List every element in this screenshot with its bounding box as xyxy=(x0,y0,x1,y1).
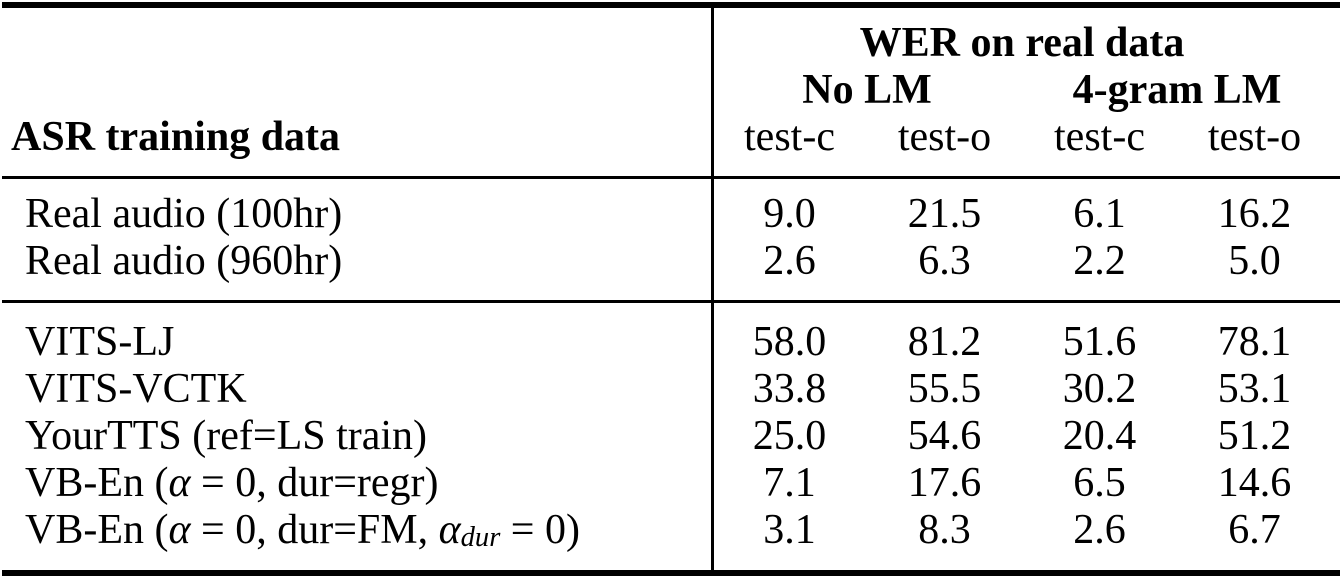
row-label-text: = 0, dur=FM, xyxy=(190,507,439,553)
alpha-symbol: α xyxy=(438,507,461,553)
lm-group-row: No LM 4-gram LM xyxy=(0,67,1342,114)
wer-value: 78.1 xyxy=(1217,319,1292,365)
table-row: VITS-VCTK 33.8 55.5 30.2 53.1 xyxy=(0,366,1342,413)
row-label: Real audio (100hr) xyxy=(0,191,712,238)
row-label-text: Real audio (960hr) xyxy=(25,238,343,284)
bottom-rule xyxy=(2,570,1340,576)
row-label: YourTTS (ref=LS train) xyxy=(0,413,712,460)
group-header-wer: WER on real data xyxy=(859,20,1185,66)
wer-value: 6.1 xyxy=(1073,191,1126,237)
wer-value: 33.8 xyxy=(752,366,827,412)
wer-value: 55.5 xyxy=(907,366,982,412)
wer-value: 2.6 xyxy=(763,238,816,284)
table-header: WER on real data No LM 4-gram LM ASR tra… xyxy=(0,20,1342,161)
row-label-text: VITS-VCTK xyxy=(25,366,247,412)
wer-value: 14.6 xyxy=(1217,460,1292,506)
column-header-row: ASR training data test-c test-o test-c t… xyxy=(0,114,1342,161)
table-row: YourTTS (ref=LS train) 25.0 54.6 20.4 51… xyxy=(0,413,1342,460)
column-header-test-o: test-o xyxy=(1207,114,1302,160)
alpha-symbol: α xyxy=(168,460,191,506)
wer-value: 8.3 xyxy=(918,507,971,553)
wer-value: 30.2 xyxy=(1062,366,1137,412)
wer-value: 9.0 xyxy=(763,191,816,237)
wer-value: 16.2 xyxy=(1217,191,1292,237)
row-label: VB-En (α = 0, dur=regr) xyxy=(0,460,712,507)
wer-value: 3.1 xyxy=(763,507,816,553)
wer-value: 51.6 xyxy=(1062,319,1137,365)
wer-value: 6.7 xyxy=(1228,507,1281,553)
group-title-row: WER on real data xyxy=(0,20,1342,67)
row-label: VITS-VCTK xyxy=(0,366,712,413)
wer-value: 54.6 xyxy=(907,413,982,459)
wer-value: 6.3 xyxy=(918,238,971,284)
table-row: VB-En (α = 0, dur=FM, αdur = 0) 3.1 8.3 … xyxy=(0,507,1342,554)
wer-value: 17.6 xyxy=(907,460,982,506)
section-divider-rule xyxy=(2,300,1340,303)
top-rule xyxy=(2,2,1340,8)
row-label-text: VB-En ( xyxy=(25,507,169,553)
wer-value: 6.5 xyxy=(1073,460,1126,506)
row-label: VITS-LJ xyxy=(0,319,712,366)
row-label-text: = 0, dur=regr) xyxy=(190,460,439,506)
wer-value: 51.2 xyxy=(1217,413,1292,459)
group-header-4gram-lm: 4-gram LM xyxy=(1072,67,1282,113)
column-separator-rule xyxy=(711,8,714,572)
column-header-test-c: test-c xyxy=(1054,114,1145,160)
row-label: VB-En (α = 0, dur=FM, αdur = 0) xyxy=(0,507,712,554)
wer-value: 2.6 xyxy=(1073,507,1126,553)
wer-value: 81.2 xyxy=(907,319,982,365)
wer-value: 20.4 xyxy=(1062,413,1137,459)
wer-value: 7.1 xyxy=(763,460,816,506)
wer-value: 2.2 xyxy=(1073,238,1126,284)
column-header-test-c: test-c xyxy=(744,114,835,160)
row-label-text: = 0) xyxy=(500,507,580,553)
alpha-symbol: α xyxy=(168,507,191,553)
group-header-no-lm: No LM xyxy=(802,67,932,113)
wer-value: 21.5 xyxy=(907,191,982,237)
header-divider-rule xyxy=(2,176,1340,179)
wer-value: 5.0 xyxy=(1228,238,1281,284)
tts-section: VITS-LJ 58.0 81.2 51.6 78.1 VITS-VCTK 33… xyxy=(0,319,1342,554)
wer-value: 25.0 xyxy=(752,413,827,459)
row-label-text: VITS-LJ xyxy=(25,319,175,365)
real-audio-section: Real audio (100hr) 9.0 21.5 6.1 16.2 Rea… xyxy=(0,191,1342,285)
table-row: Real audio (100hr) 9.0 21.5 6.1 16.2 xyxy=(0,191,1342,238)
table-row: Real audio (960hr) 2.6 6.3 2.2 5.0 xyxy=(0,238,1342,285)
row-label: Real audio (960hr) xyxy=(0,238,712,285)
dur-subscript: dur xyxy=(460,522,501,554)
column-header-test-o: test-o xyxy=(897,114,992,160)
row-label-header: ASR training data xyxy=(11,114,341,160)
wer-value: 53.1 xyxy=(1217,366,1292,412)
row-label-text: VB-En ( xyxy=(25,460,169,506)
row-label-text: YourTTS (ref=LS train) xyxy=(25,413,428,459)
table-row: VITS-LJ 58.0 81.2 51.6 78.1 xyxy=(0,319,1342,366)
table-row: VB-En (α = 0, dur=regr) 7.1 17.6 6.5 14.… xyxy=(0,460,1342,507)
row-label-text: Real audio (100hr) xyxy=(25,191,343,237)
wer-value: 58.0 xyxy=(752,319,827,365)
